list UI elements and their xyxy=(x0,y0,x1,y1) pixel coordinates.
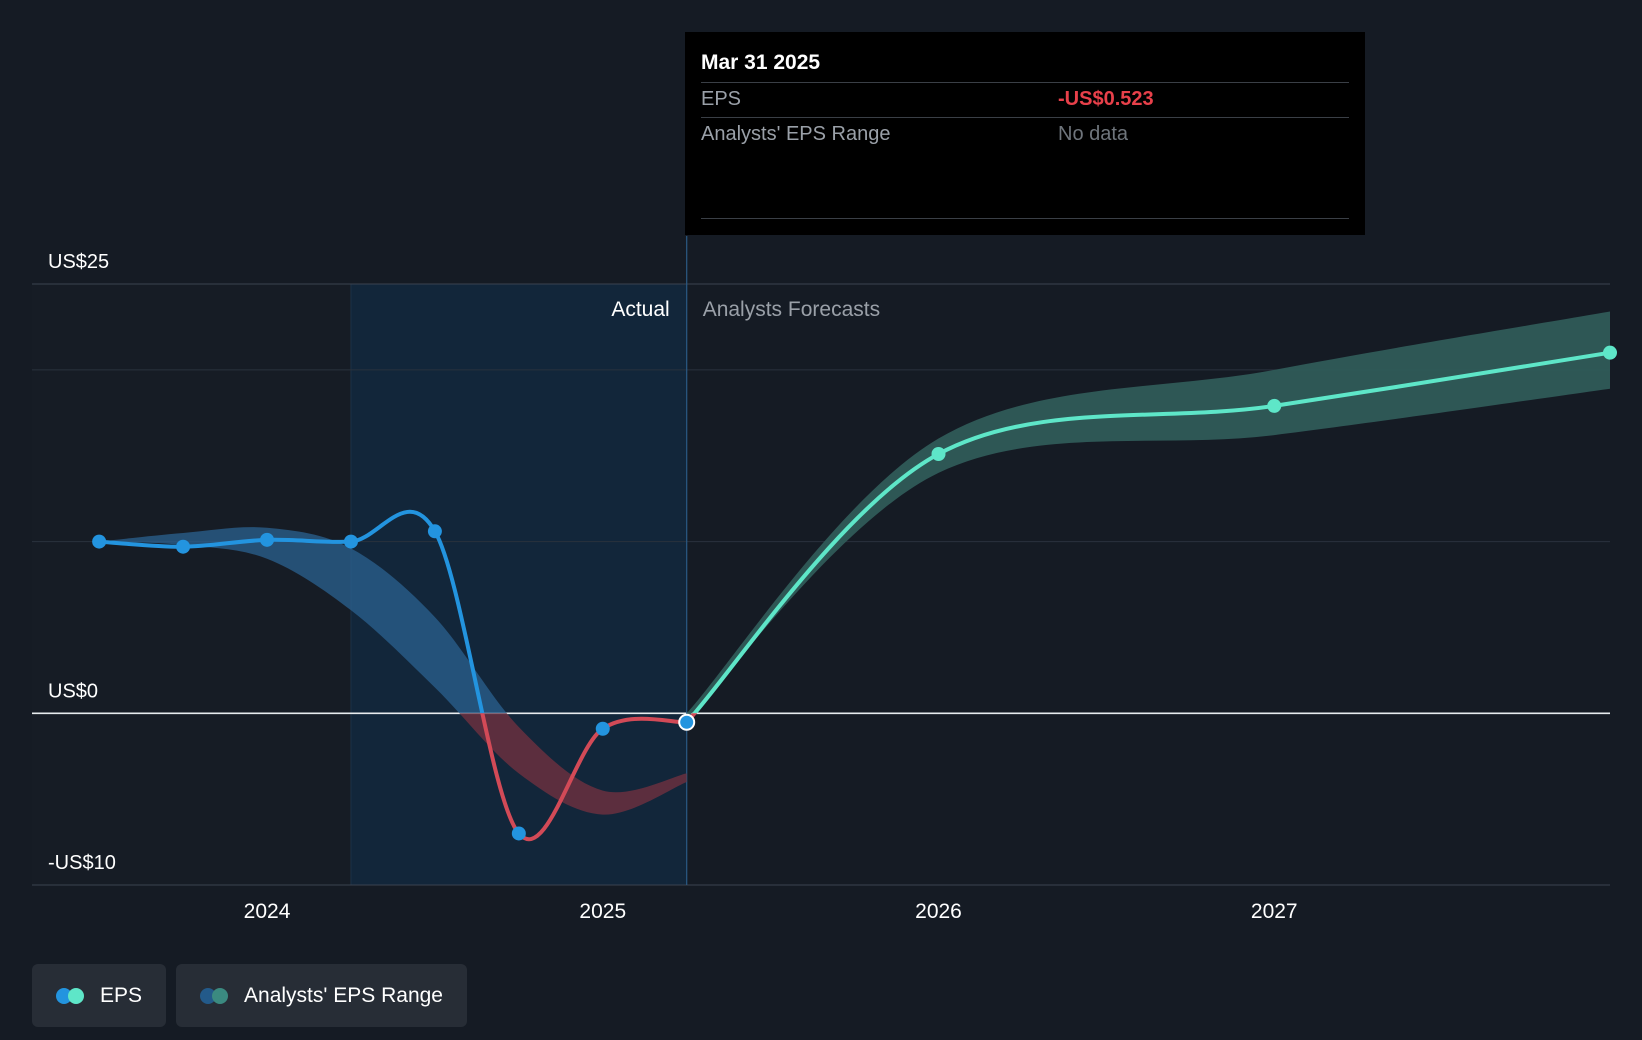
forecast-region-label: Analysts Forecasts xyxy=(703,298,880,321)
legend-eps-range-label: Analysts' EPS Range xyxy=(244,983,443,1007)
eps-point-actual xyxy=(260,532,275,547)
legend: EPS Analysts' EPS Range xyxy=(32,964,467,1027)
y-tick-label: US$0 xyxy=(48,680,98,702)
eps-point-actual xyxy=(176,539,191,554)
legend-dot-range-forecast xyxy=(212,987,229,1004)
tooltip-date: Mar 31 2025 xyxy=(701,51,821,74)
tooltip-range-value: No data xyxy=(1058,123,1129,145)
eps-range-legend-icon xyxy=(200,987,230,1004)
y-tick-label: -US$10 xyxy=(48,852,116,874)
eps-legend-icon xyxy=(56,987,86,1004)
eps-range-band-actual-positive xyxy=(99,527,507,714)
eps-point-actual xyxy=(427,524,442,539)
x-tick-label: 2024 xyxy=(244,900,291,923)
eps-point-forecast xyxy=(1603,345,1617,360)
eps-point-actual xyxy=(511,826,526,841)
eps-line-actual-negative xyxy=(480,713,689,842)
legend-item-eps-range[interactable]: Analysts' EPS Range xyxy=(176,964,467,1027)
x-tick-label: 2027 xyxy=(1251,900,1298,923)
actual-region-label: Actual xyxy=(611,298,669,321)
eps-point-actual xyxy=(343,534,358,549)
y-tick-label: US$25 xyxy=(48,251,109,273)
actual-highlight-region xyxy=(350,284,687,885)
x-tick-label: 2025 xyxy=(579,900,626,923)
eps-range-band-actual-negative xyxy=(459,713,687,815)
eps-point-forecast xyxy=(1267,398,1282,413)
eps-line-forecast xyxy=(692,350,1612,714)
eps-point-forecast xyxy=(931,446,946,461)
legend-item-eps[interactable]: EPS xyxy=(32,964,167,1027)
tooltip-eps-row: EPS -US$0.523 xyxy=(701,82,1349,117)
tooltip-divider xyxy=(701,218,1349,219)
x-tick-label: 2026 xyxy=(915,900,962,923)
tooltip-range-row: Analysts' EPS Range No data xyxy=(701,117,1349,152)
tooltip: Mar 31 2025 EPS -US$0.523 Analysts' EPS … xyxy=(685,32,1365,235)
tooltip-range-label: Analysts' EPS Range xyxy=(701,123,891,145)
legend-eps-label: EPS xyxy=(100,983,143,1007)
tooltip-eps-value: -US$0.523 xyxy=(1058,88,1154,110)
eps-point-actual xyxy=(595,721,610,736)
tooltip-eps-label: EPS xyxy=(701,88,742,110)
eps-point-actual xyxy=(92,534,107,549)
legend-dot-forecast xyxy=(68,987,84,1004)
eps-range-band-forecast xyxy=(686,311,1610,719)
eps-point-selected xyxy=(678,713,696,731)
